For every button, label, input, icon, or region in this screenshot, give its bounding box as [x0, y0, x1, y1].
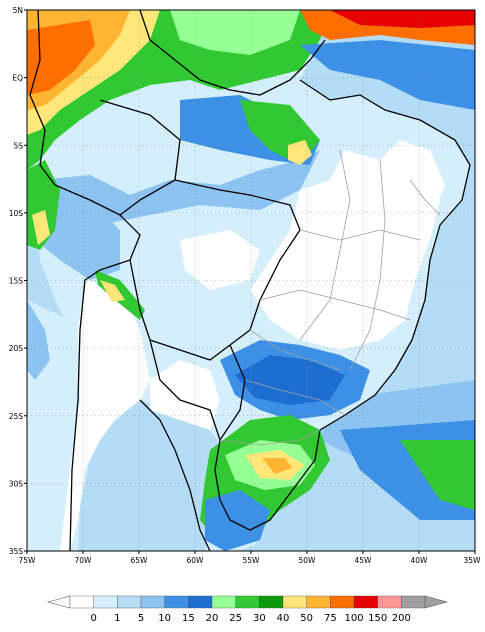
colorbar-swatch: [117, 595, 142, 609]
lat-tick-label: 30S: [9, 479, 24, 488]
lon-tick-label: 50W: [299, 556, 317, 565]
colorbar-swatch: [401, 595, 426, 609]
lon-tick-label: 35W: [464, 556, 482, 565]
rain-andes-yellow: [100, 280, 125, 302]
lon-tick-label: 55W: [243, 556, 261, 565]
rain-south-blue: [205, 490, 270, 551]
rain-amazon-yellow: [288, 140, 312, 165]
lon-tick-label: 75W: [19, 556, 37, 565]
lat-tick-label: 5S: [13, 141, 23, 150]
heavy-rain-guianas: [170, 10, 300, 55]
colorbar-label: 5: [138, 613, 144, 624]
colorbar-swatch: [259, 595, 284, 609]
colorbar-swatch: [330, 595, 355, 609]
colorbar-label: 75: [324, 613, 337, 624]
colorbar-swatch: [235, 595, 260, 609]
colorbar-swatch: [211, 595, 236, 609]
colorbar-swatches: [46, 595, 449, 609]
rain-belt-north: [40, 150, 320, 225]
colorbar-label: 0: [90, 613, 96, 624]
colorbar-labels: 0 1 5 10 15 20 25 30 40 50 75 100 150 200: [90, 613, 410, 624]
atlantic-green-band: [400, 440, 475, 510]
longitude-axis: 75W 70W 65W 60W 55W 50W 45W 40W 35W: [19, 551, 482, 565]
lat-tick-label: 15S: [9, 277, 24, 286]
heavy-rain-north-red: [27, 20, 95, 95]
colorbar-swatch: [282, 595, 307, 609]
dry-chaco-region: [150, 360, 220, 430]
precipitation-colorbar: 0 1 5 10 15 20 25 30 40 50 75 100 150 200: [46, 595, 449, 624]
rain-belt-south-dark: [235, 355, 345, 405]
heavy-rain-atlantic-ne-red: [330, 10, 475, 28]
lat-tick-label: 5N: [13, 6, 23, 15]
colorbar-swatch: [140, 595, 165, 609]
colorbar-swatch: [353, 595, 378, 609]
pacific-blue-strip: [27, 300, 50, 380]
colorbar-label: 50: [300, 613, 313, 624]
lat-tick-label: EQ: [12, 74, 23, 83]
dry-east-region: [350, 140, 445, 230]
colorbar-label: 1: [114, 613, 120, 624]
lon-tick-label: 60W: [187, 556, 205, 565]
lon-tick-label: 70W: [75, 556, 93, 565]
colorbar-swatch: [377, 595, 402, 609]
dry-andes-strip: [60, 280, 150, 551]
lat-tick-label: 35S: [9, 547, 24, 556]
colorbar-label: 100: [344, 613, 363, 624]
colorbar-label: 20: [206, 613, 219, 624]
colorbar-label: 200: [392, 613, 411, 624]
colorbar-label: 10: [158, 613, 171, 624]
lon-tick-label: 40W: [411, 556, 429, 565]
rain-west-yellow: [32, 210, 50, 245]
country-borders: [29, 10, 471, 551]
rain-atlantic-blue-north: [300, 40, 475, 110]
colorbar-label: 15: [182, 613, 195, 624]
rain-south-orange: [262, 458, 292, 474]
colorbar-overflow-arrow: [424, 595, 449, 609]
lat-tick-label: 20S: [9, 344, 24, 353]
colorbar-swatch: [188, 595, 213, 609]
colorbar-label: 150: [368, 613, 387, 624]
colorbar-swatch: [164, 595, 189, 609]
colorbar-swatch: [93, 595, 118, 609]
latitude-axis: 5N EQ 5S 10S 15S 20S 25S 30S 35S: [9, 6, 27, 556]
colorbar-label: 40: [277, 613, 290, 624]
precipitation-map: 5N EQ 5S 10S 15S 20S 25S 30S 35S 75W 70W 65W 60W 55W…: [9, 6, 482, 565]
lat-tick-label: 25S: [9, 412, 24, 421]
colorbar-label: 25: [229, 613, 242, 624]
colorbar-underflow-arrow: [46, 595, 71, 609]
colorbar-label: 30: [253, 613, 266, 624]
lat-tick-label: 10S: [9, 209, 24, 218]
lon-tick-label: 45W: [355, 556, 373, 565]
state-borders: [219, 149, 441, 446]
map-plot-area: [27, 10, 475, 551]
colorbar-swatch: [69, 595, 94, 609]
map-gridlines: [27, 10, 475, 551]
lon-tick-label: 65W: [131, 556, 149, 565]
dry-patch-central: [180, 230, 260, 290]
colorbar-swatch: [306, 595, 331, 609]
